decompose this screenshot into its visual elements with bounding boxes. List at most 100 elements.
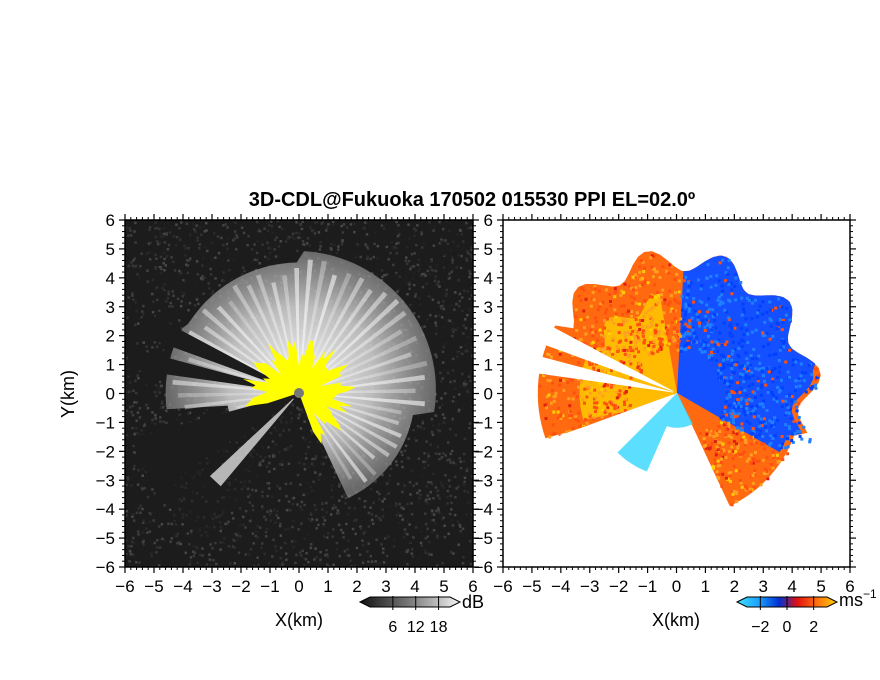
velocity-pixel [727, 434, 731, 438]
noise-pixel [421, 273, 424, 276]
noise-pixel [438, 242, 442, 245]
velocity-pixel [708, 325, 712, 329]
noise-pixel [297, 416, 300, 420]
noise-pixel [451, 449, 454, 453]
velocity-pixel [565, 430, 569, 434]
velocity-pixel [722, 449, 726, 453]
noise-pixel [195, 260, 199, 263]
noise-pixel [158, 546, 162, 549]
velocity-pixel [634, 345, 638, 349]
noise-pixel [462, 483, 466, 486]
reflectivity-beam [187, 357, 290, 391]
velocity-pixel [778, 459, 782, 463]
noise-pixel [134, 241, 137, 244]
noise-pixel [215, 562, 218, 566]
noise-pixel [465, 259, 469, 262]
noise-pixel [181, 295, 185, 298]
noise-pixel [199, 564, 203, 567]
noise-pixel [400, 514, 403, 517]
noise-pixel [333, 243, 336, 247]
velocity-pixel [791, 432, 795, 436]
velocity-pixel [596, 338, 600, 342]
noise-pixel [284, 240, 288, 243]
noise-pixel [289, 482, 292, 485]
velocity-pixel [700, 300, 704, 304]
noise-pixel [170, 256, 173, 259]
velocity-pixel [588, 391, 592, 395]
velocity-pixel [787, 393, 791, 397]
y-tick-label: 0 [106, 385, 115, 404]
velocity-pixel [727, 441, 731, 445]
velocity-pixel [634, 340, 638, 344]
noise-pixel [267, 223, 271, 227]
noise-pixel [466, 381, 470, 384]
velocity-pixel [754, 451, 757, 454]
velocity-pixel [617, 331, 621, 335]
velocity-pixel [734, 454, 738, 457]
velocity-pixel [649, 335, 653, 339]
velocity-pixel [680, 319, 684, 323]
noise-pixel [466, 390, 469, 393]
noise-pixel [448, 229, 451, 233]
velocity-pixel [580, 286, 584, 290]
velocity-pixel [761, 331, 765, 335]
velocity-pixel [747, 369, 751, 373]
noise-pixel [195, 224, 198, 227]
y-tick-label: −3 [96, 471, 115, 490]
velocity-pixel [644, 311, 648, 315]
noise-pixel [182, 292, 186, 295]
noise-pixel [176, 532, 180, 535]
noise-pixel [163, 538, 166, 542]
noise-pixel [140, 429, 143, 432]
velocity-pixel [577, 385, 581, 389]
noise-pixel [388, 505, 391, 508]
velocity-pixel [775, 327, 779, 331]
velocity-pixel [698, 299, 702, 303]
velocity-pixel [730, 288, 734, 292]
noise-pixel [133, 433, 136, 436]
noise-pixel [132, 536, 135, 540]
noise-pixel [315, 527, 318, 530]
noise-pixel [410, 552, 414, 555]
velocity-pixel [724, 451, 728, 454]
noise-pixel [157, 385, 161, 389]
noise-pixel [258, 262, 261, 265]
noise-pixel [187, 259, 191, 262]
velocity-pixel [623, 403, 626, 407]
noise-pixel [313, 558, 316, 561]
noise-pixel [172, 294, 175, 297]
velocity-pixel [630, 301, 634, 305]
noise-pixel [442, 516, 445, 520]
velocity-pixel [658, 342, 662, 346]
noise-pixel [417, 457, 421, 460]
noise-pixel [424, 549, 427, 552]
noise-pixel [380, 279, 384, 282]
velocity-pixel [784, 313, 788, 317]
noise-pixel [338, 485, 341, 488]
velocity-pixel [733, 326, 737, 330]
noise-pixel [409, 267, 412, 271]
noise-pixel [470, 248, 473, 252]
noise-pixel [447, 532, 450, 536]
noise-pixel [277, 516, 280, 520]
noise-pixel [403, 528, 407, 531]
noise-pixel [453, 513, 457, 517]
noise-pixel [136, 432, 140, 435]
noise-pixel [341, 231, 345, 234]
noise-pixel [314, 547, 317, 550]
velocity-pixel [704, 314, 708, 318]
velocity-pixel [808, 438, 812, 442]
velocity-pixel [713, 462, 717, 466]
noise-pixel [175, 235, 179, 239]
reflectivity-beam [306, 310, 407, 388]
noise-pixel [304, 452, 308, 455]
noise-pixel [325, 536, 329, 539]
noise-pixel [200, 533, 203, 537]
figure-title: 3D-CDL@Fukuoka 170502 015530 PPI EL=02.0… [249, 189, 695, 211]
velocity-pixel [814, 383, 817, 387]
noise-pixel [127, 477, 130, 481]
velocity-pixel [709, 444, 713, 448]
noise-pixel [410, 306, 413, 309]
velocity-pixel [651, 318, 655, 322]
velocity-pixel [765, 331, 769, 335]
